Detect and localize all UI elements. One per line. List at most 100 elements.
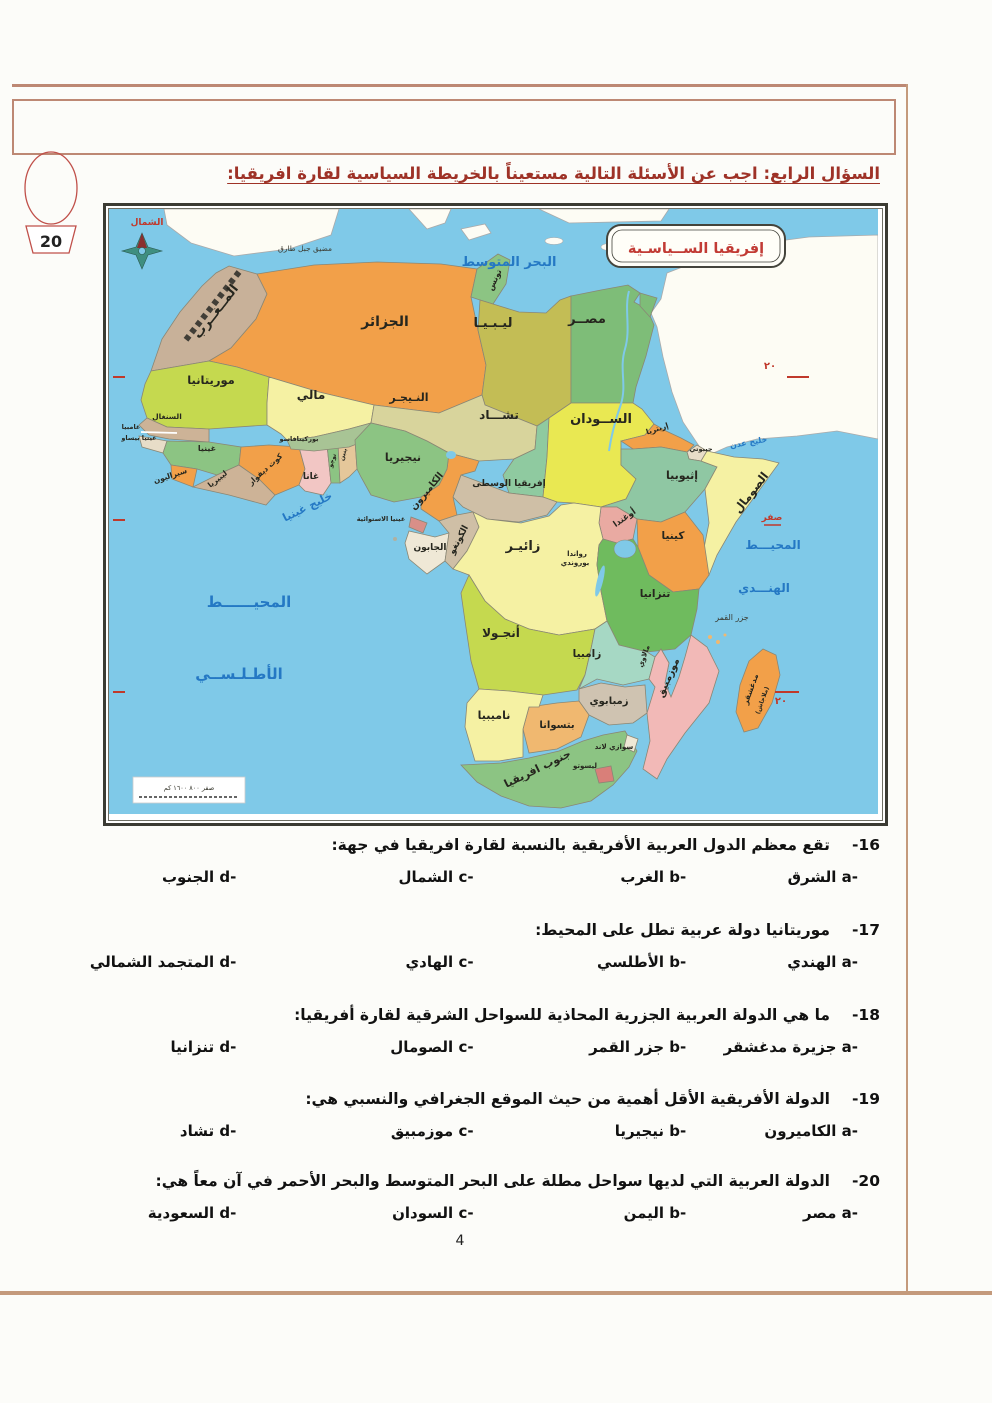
label-gabon: الجابون xyxy=(413,543,446,553)
option-16-c-letter: c- xyxy=(458,868,474,886)
option-17-d[interactable]: d- المتجمد الشمالي xyxy=(40,953,236,971)
option-19-c[interactable]: c- موزمبيق xyxy=(236,1122,474,1140)
option-16-d-letter: d- xyxy=(219,868,237,886)
option-18-b-text: جزر القمر xyxy=(589,1038,665,1056)
label-comoros: جزر القمر xyxy=(714,613,749,622)
option-18-c[interactable]: c- الصومال xyxy=(236,1038,473,1056)
label-latitude-20n: ٢٠ xyxy=(764,361,776,372)
option-19-a[interactable]: a- الكاميرون xyxy=(686,1122,858,1140)
option-16-a[interactable]: a- الشرق xyxy=(686,868,858,886)
europe-sicily xyxy=(460,223,492,241)
question-20-options: a- مصر b- اليمن c- السودان d- السعودية xyxy=(40,1204,880,1222)
option-20-a[interactable]: a- مصر xyxy=(686,1204,858,1222)
label-equator-zero: صفر xyxy=(761,513,783,523)
option-19-d-text: تشاد xyxy=(179,1122,215,1140)
option-20-b-letter: b- xyxy=(669,1204,687,1222)
compass-north-point xyxy=(137,233,147,248)
option-17-c-letter: c- xyxy=(458,953,474,971)
option-17-b-letter: b- xyxy=(669,953,687,971)
question-19-options: a- الكاميرون b- نيجيريا c- موزمبيق d- تش… xyxy=(40,1122,880,1140)
option-17-a-letter: a- xyxy=(841,953,858,971)
label-ethiopia: إثيوبيا xyxy=(666,469,698,482)
option-18-a[interactable]: a- جزيرة مدغشقر xyxy=(686,1038,858,1056)
question-20: 20- الدولة العربية التي لديها سواحل مطلة… xyxy=(40,1172,880,1222)
label-senegal: السنغال xyxy=(152,412,182,421)
option-16-a-letter: a- xyxy=(841,868,858,886)
option-19-d[interactable]: d- تشاد xyxy=(40,1122,236,1140)
label-mali: مالي xyxy=(297,388,326,402)
option-20-c[interactable]: c- السودان xyxy=(236,1204,473,1222)
lake-chad xyxy=(446,451,456,459)
option-18-b-letter: b- xyxy=(669,1038,687,1056)
europe-anatolia xyxy=(538,209,670,224)
label-atlantic-ocean-1: المحيــــــط xyxy=(207,593,292,611)
score-badge-art: 20 xyxy=(24,151,78,254)
section-title: السؤال الرابع: اجب عن الأسئلة التالية مس… xyxy=(227,164,880,183)
country-lesotho xyxy=(594,765,615,784)
option-17-c[interactable]: c- الهادي xyxy=(236,953,473,971)
label-djibouti: جيبوتي xyxy=(689,445,712,453)
option-19-b[interactable]: b- نيجيريا xyxy=(474,1122,687,1140)
question-18-text: ما هي الدولة العربية الجزرية المحاذية لل… xyxy=(294,1006,830,1024)
country-senegal xyxy=(138,417,210,443)
question-19-text: الدولة الأفريقية الأقل أهمية من حيث المو… xyxy=(305,1090,830,1108)
option-16-c[interactable]: c- الشمال xyxy=(236,868,473,886)
option-16-b-letter: b- xyxy=(669,868,687,886)
badge-cup xyxy=(25,225,77,254)
option-17-d-text: المتجمد الشمالي xyxy=(89,953,215,971)
map-title-box: إفريقيا الســياسـية xyxy=(606,224,786,268)
label-gambia: غامبيا xyxy=(122,423,141,431)
option-17-d-letter: d- xyxy=(219,953,237,971)
badge-ellipse xyxy=(24,151,78,225)
scale-bar: صفر ٨٠٠ ١٦٠٠ كم xyxy=(132,776,246,804)
option-18-b[interactable]: b- جزر القمر xyxy=(474,1038,687,1056)
nile-river xyxy=(608,290,630,452)
country-south-africa xyxy=(460,730,638,809)
scale-text: صفر ٨٠٠ ١٦٠٠ كم xyxy=(164,784,215,792)
question-16-text: تقع معظم الدول العربية الأفريقية بالنسبة… xyxy=(331,836,830,854)
comoros-island-3 xyxy=(723,633,727,637)
label-libya: ليـبـيـا xyxy=(473,316,512,331)
question-20-line: 20- الدولة العربية التي لديها سواحل مطلة… xyxy=(40,1172,880,1190)
country-zambia xyxy=(578,620,656,690)
question-17-options: a- الهندي b- الأطلسي c- الهادي d- المتجم… xyxy=(40,953,880,971)
option-20-c-letter: c- xyxy=(458,1204,474,1222)
option-20-a-text: مصر xyxy=(803,1204,837,1222)
label-equatorial-guinea: غينيا الاستوائية xyxy=(357,515,406,523)
option-16-b[interactable]: b- الغرب xyxy=(474,868,687,886)
country-namibia xyxy=(464,688,544,762)
option-20-d[interactable]: d- السعودية xyxy=(40,1204,237,1222)
label-latitude-20s: ٢٠ xyxy=(775,696,787,707)
option-17-c-text: الهادي xyxy=(405,953,454,971)
country-mozambique xyxy=(642,634,720,780)
map-title: إفريقيا الســياسـية xyxy=(628,241,764,257)
option-20-b-text: اليمن xyxy=(623,1204,665,1222)
question-16-number: 16- xyxy=(851,836,880,854)
lake-tanganyika xyxy=(595,565,605,597)
question-16-line: 16- تقع معظم الدول العربية الأفريقية بال… xyxy=(40,836,880,854)
egypt-sinai xyxy=(639,292,658,318)
country-equatorial-guinea xyxy=(408,516,428,534)
option-20-d-letter: d- xyxy=(219,1204,237,1222)
question-19-number: 19- xyxy=(851,1090,880,1108)
option-17-b[interactable]: b- الأطلسي xyxy=(474,953,687,971)
option-17-a[interactable]: a- الهندي xyxy=(686,953,858,971)
right-margin-rule xyxy=(906,84,908,1293)
label-egypt: مصــر xyxy=(567,312,606,327)
option-20-b[interactable]: b- اليمن xyxy=(474,1204,687,1222)
option-18-d[interactable]: d- تنزانيا xyxy=(40,1038,237,1056)
label-burkina-faso: بوركينافاسو xyxy=(279,435,319,443)
label-atlantic-ocean-2: الأطـلـســي xyxy=(195,664,283,683)
score-badge-value: 20 xyxy=(40,232,62,251)
label-chad: تشـــاد xyxy=(479,408,519,422)
country-botswana xyxy=(522,700,590,754)
question-18-number: 18- xyxy=(851,1006,880,1024)
option-17-a-text: الهندي xyxy=(787,953,837,971)
option-19-c-text: موزمبيق xyxy=(390,1122,454,1140)
option-16-d[interactable]: d- الجنوب xyxy=(40,868,236,886)
western-sahara-hatch xyxy=(182,270,242,343)
option-16-c-text: الشمال xyxy=(398,868,454,886)
arabia xyxy=(650,234,878,456)
label-niger: النـيجـر xyxy=(388,391,428,404)
